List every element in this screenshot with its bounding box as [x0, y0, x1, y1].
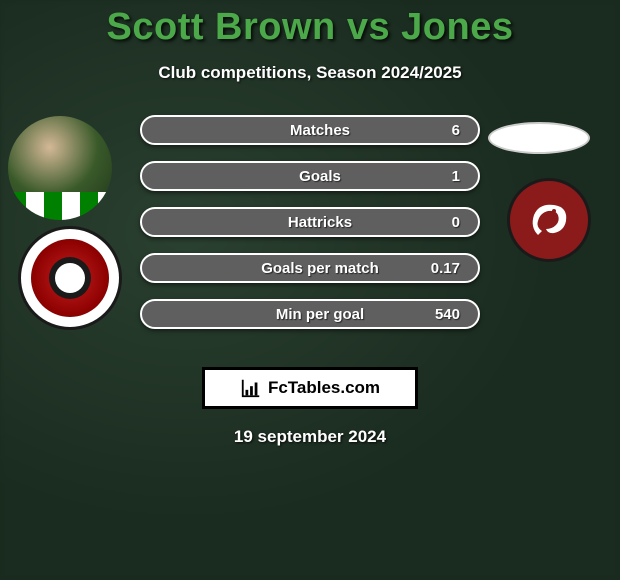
stats-area: Matches 6 Goals 1 Hattricks 0 Goals per … — [0, 115, 620, 355]
stat-row-gpm: Goals per match 0.17 — [140, 253, 480, 283]
stat-label: Min per goal — [160, 306, 420, 323]
date-text: 19 september 2024 — [0, 427, 620, 447]
stat-value: 6 — [420, 122, 460, 139]
stat-value: 540 — [420, 306, 460, 323]
stat-row-hattricks: Hattricks 0 — [140, 207, 480, 237]
stat-label: Goals — [160, 168, 420, 185]
brand-text: FcTables.com — [268, 378, 380, 398]
stat-label: Matches — [160, 122, 420, 139]
stat-row-mpg: Min per goal 540 — [140, 299, 480, 329]
chart-icon — [240, 377, 262, 399]
stat-value: 0.17 — [420, 260, 460, 277]
stat-row-matches: Matches 6 — [140, 115, 480, 145]
stat-value: 1 — [420, 168, 460, 185]
subtitle: Club competitions, Season 2024/2025 — [0, 63, 620, 83]
stat-row-goals: Goals 1 — [140, 161, 480, 191]
brand-stamp: FcTables.com — [202, 367, 418, 409]
stat-bars: Matches 6 Goals 1 Hattricks 0 Goals per … — [140, 115, 480, 345]
page-title: Scott Brown vs Jones — [0, 6, 620, 49]
stat-label: Hattricks — [160, 214, 420, 231]
stat-label: Goals per match — [160, 260, 420, 277]
stat-value: 0 — [420, 214, 460, 231]
